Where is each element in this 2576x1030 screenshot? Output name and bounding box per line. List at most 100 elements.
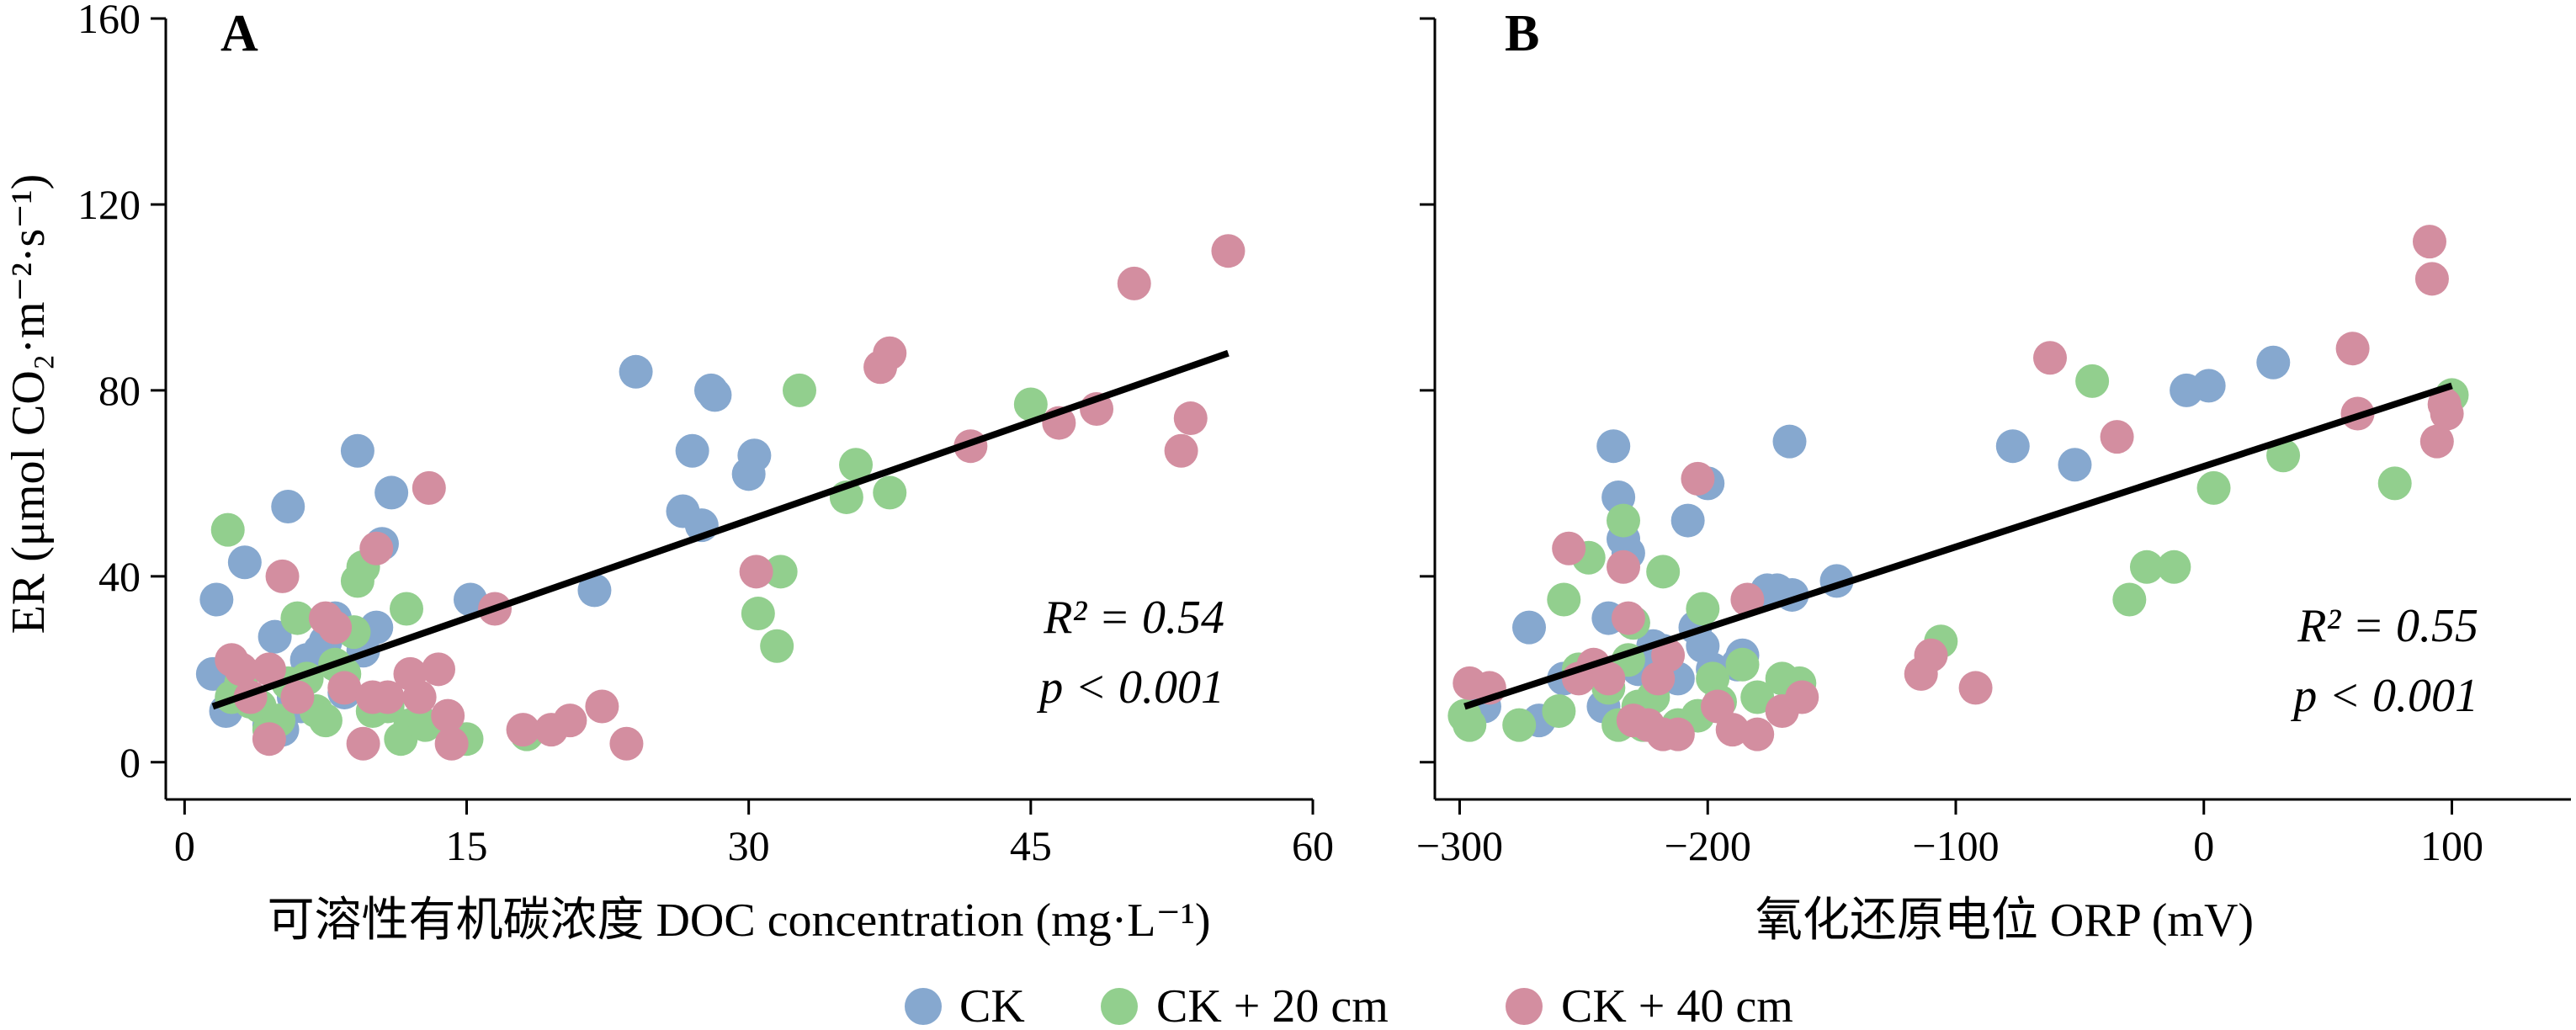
- panel-b-point-ck-40: [2414, 262, 2449, 296]
- panel-a-point-ck: [737, 438, 772, 473]
- panel-b-point-ck-40: [2412, 225, 2446, 259]
- panel-a-x-tick-label: 15: [446, 822, 488, 869]
- panel-a-point-ck-40: [224, 652, 258, 687]
- panel-a-point-ck-40: [506, 713, 540, 747]
- legend-label-ck-40: CK + 40 cm: [1561, 980, 1793, 1030]
- panel-a-point-ck-40: [585, 689, 619, 724]
- panel-b-point-ck-20: [2112, 582, 2147, 617]
- panel-a-point-ck-40: [265, 559, 300, 593]
- panel-a-point-ck: [577, 573, 612, 608]
- panel-a-point-ck: [619, 354, 653, 389]
- panel-a-point-ck: [675, 433, 709, 468]
- panel-b-point-ck-40: [2430, 396, 2464, 431]
- panel-a-y-tick-label: 40: [98, 553, 141, 600]
- panel-a-point-ck-40: [252, 652, 286, 687]
- panel-b-point-ck: [1995, 429, 2030, 464]
- panel-b-point-ck-20: [1542, 694, 1576, 729]
- panel-b-x-tick-label: 0: [2193, 822, 2214, 869]
- panel-a-point-ck-20: [873, 475, 907, 510]
- panel-a-point-ck-40: [327, 671, 362, 705]
- panel-b-point-ck-40: [1611, 601, 1645, 635]
- panel-b-label: B: [1505, 5, 1539, 62]
- panel-a-y-tick-label: 160: [77, 0, 141, 42]
- panel-a-point-ck: [698, 378, 732, 412]
- legend-label-ck: CK: [959, 980, 1025, 1030]
- panel-b-point-ck-20: [2377, 466, 2412, 501]
- panel-a-point-ck-40: [1164, 433, 1198, 468]
- legend-marker-ck-40: [1506, 988, 1543, 1025]
- panel-b-point-ck: [1772, 424, 1807, 459]
- panel-a-point-ck: [340, 433, 374, 468]
- panel-a-p: p < 0.001: [1036, 661, 1224, 714]
- panel-a-point-ck-40: [609, 726, 644, 761]
- panel-a-point-ck-40: [421, 652, 455, 687]
- panel-a-x-tick-label: 0: [174, 822, 195, 869]
- legend: CK CK + 20 cm CK + 40 cm: [905, 980, 1793, 1030]
- panel-a-r2: R² = 0.54: [1043, 592, 1224, 644]
- panel-b-p: p < 0.001: [2290, 670, 2478, 722]
- panel-b-point-ck-40: [2335, 332, 2370, 366]
- legend-marker-ck-20: [1101, 988, 1138, 1025]
- panel-a-point-ck: [271, 490, 305, 523]
- panel-a-point-ck-20: [210, 512, 245, 547]
- panel-a-point-ck-40: [739, 555, 773, 589]
- panel-b-point-ck-20: [1740, 680, 1775, 714]
- panel-b-point-ck-40: [1730, 582, 1765, 617]
- panel-b-point-ck-20: [1686, 592, 1720, 626]
- panel-b-point-ck-40: [2033, 341, 2068, 375]
- panel-a-y-ticks: 0 40 80 120 160: [77, 0, 166, 786]
- panel-b-point-ck-40: [1552, 531, 1586, 565]
- panel-a-point-ck-20: [1013, 387, 1048, 422]
- panel-b-x-tick-label: −300: [1416, 822, 1503, 869]
- panel-b-point-ck-40: [1958, 671, 1993, 705]
- panel-a-point-ck: [199, 582, 234, 617]
- panel-b-x-ticks: −300 −200 −100 0 100: [1416, 799, 2483, 869]
- panel-b-point-ck-40: [2100, 420, 2134, 454]
- panel-b-fit-line: [1463, 382, 2453, 710]
- panel-b-point-ck: [1512, 610, 1547, 645]
- panel-b-point-ck-20: [1607, 503, 1641, 538]
- panel-b-point-ck-20: [2196, 470, 2231, 505]
- panel-a-point-ck-20: [760, 629, 794, 663]
- panel-a-point-ck-40: [346, 726, 380, 761]
- panel-a-point-ck: [374, 475, 409, 510]
- panel-a-point-ck-40: [280, 680, 315, 714]
- panel-a-x-tick-label: 45: [1010, 822, 1052, 869]
- panel-a-point-ck-20: [390, 592, 424, 626]
- panel-a-point-ck-20: [839, 448, 874, 482]
- panel-a-point-ck-20: [280, 601, 315, 635]
- panel-b-r2: R² = 0.55: [2297, 600, 2478, 652]
- panel-b-x-tick-label: −100: [1912, 822, 1999, 869]
- panel-a-point-ck-40: [1211, 234, 1246, 268]
- panel-a-y-tick-label: 80: [98, 367, 141, 414]
- panel-a-point-ck-40: [252, 722, 286, 757]
- panel-a-x-tick-label: 30: [728, 822, 770, 869]
- panel-a-point-ck-40: [318, 610, 353, 645]
- panel-a-point-ck-40: [370, 680, 405, 714]
- panel-b-point-ck-40: [1681, 461, 1715, 496]
- panel-b-x-tick-label: −200: [1665, 822, 1751, 869]
- panel-b-point-ck: [1596, 429, 1631, 464]
- panel-a: 0 40 80 120 160 0 15 30 45 60 A R² = 0.54 p < 0.…: [77, 0, 1334, 947]
- panel-b-point-ck: [2058, 448, 2092, 482]
- panel-a-point-ck-20: [783, 373, 817, 407]
- panel-a-point-ck-40: [412, 470, 446, 505]
- panel-b-y-ticks: [1420, 17, 1435, 764]
- panel-b-x-axis-title: 氧化还原电位 ORP (mV): [1755, 895, 2254, 947]
- panel-b-point-ck-20: [2075, 364, 2110, 398]
- panel-b-point-ck-40: [1591, 661, 1626, 696]
- panel-a-point-ck: [258, 619, 292, 654]
- panel-b-point-ck-40: [1914, 638, 1948, 672]
- panel-a-point-ck-20: [763, 555, 798, 589]
- panel-b-point-ck-40: [1607, 550, 1641, 584]
- panel-a-point-ck-20: [741, 597, 775, 631]
- panel-b-point-ck-40: [1740, 717, 1775, 751]
- panel-a-point-ck-40: [873, 336, 907, 370]
- panel-a-point-ck-40: [1173, 401, 1208, 436]
- panel-b-point-ck-40: [1785, 680, 1819, 714]
- legend-label-ck-20: CK + 20 cm: [1156, 980, 1389, 1030]
- panel-a-x-tick-label: 60: [1292, 822, 1334, 869]
- y-axis-title: ER (μmol CO₂·m⁻²·s⁻¹): [3, 174, 55, 634]
- panel-b-point-ck-20: [1646, 555, 1681, 589]
